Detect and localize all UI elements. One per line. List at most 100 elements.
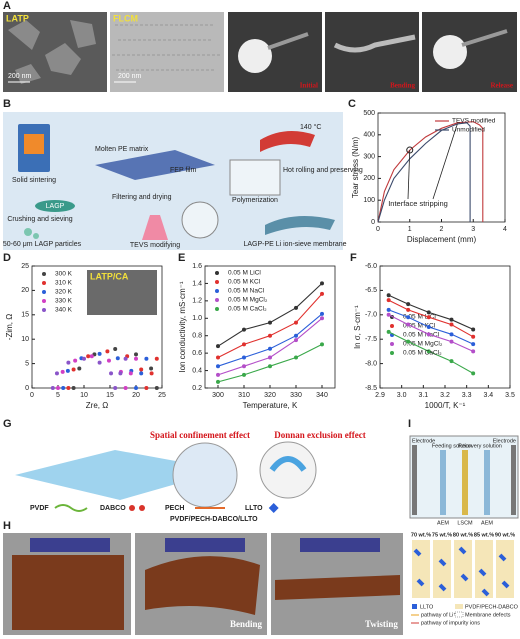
data-point — [268, 346, 272, 351]
legend-label: 340 K — [55, 307, 73, 314]
loading-label: 80 wt.% — [453, 532, 473, 538]
y-tick-label: -6.5 — [365, 287, 377, 294]
legend-label: LLTO — [245, 505, 263, 512]
legend-label: pathway of Li⁺ — [421, 611, 456, 618]
x-tick-label: 10 — [80, 392, 88, 399]
data-point — [66, 386, 71, 390]
data-point — [86, 354, 91, 359]
data-point — [268, 333, 272, 338]
legend-label: 0.05 M MgCl₂ — [403, 341, 443, 348]
data-point — [123, 386, 128, 390]
y-axis-label: Tear stress (N/m) — [351, 137, 360, 199]
y-tick-label: 15 — [21, 312, 29, 319]
y-tick-label: 10 — [21, 336, 29, 343]
y-tick-label: -6.0 — [365, 263, 377, 270]
data-point — [73, 358, 78, 363]
y-tick-label: 1.4 — [192, 280, 202, 287]
data-point — [426, 349, 431, 354]
y-tick-label: 400 — [363, 132, 375, 139]
device-label: Feeding solution — [432, 443, 472, 449]
x-axis-label: Temperature, K — [243, 401, 298, 410]
legend-marker — [215, 289, 219, 293]
x-tick-label: 1 — [408, 226, 412, 233]
y-tick-label: 0 — [371, 219, 375, 226]
data-point — [97, 351, 102, 356]
annotation: Interface stripping — [388, 199, 448, 208]
data-point — [294, 320, 298, 325]
plot-frame — [204, 265, 336, 389]
annotation-arrow — [432, 123, 458, 200]
data-point — [386, 293, 391, 298]
data-point — [406, 307, 411, 312]
device-label: Recovery solution — [458, 443, 502, 449]
loading-label: 90 wt.% — [495, 532, 515, 538]
legend-marker — [215, 298, 219, 302]
panel-b: Solid sintering LAGP Crushing and sievin… — [3, 112, 363, 250]
panel-h: Bending Twisting — [3, 533, 403, 635]
legend-marker — [215, 280, 219, 284]
panel-letter: E — [178, 252, 185, 264]
data-point — [216, 372, 220, 377]
y-tick-label: 5 — [25, 360, 29, 367]
y-tick-label: 0.6 — [192, 350, 202, 357]
effect-label: Spatial confinement effect — [150, 430, 250, 440]
device-label: AEM — [437, 520, 449, 526]
y-axis-label: ln σ, S·cm⁻¹ — [353, 305, 362, 349]
data-point — [139, 367, 144, 372]
data-point — [268, 320, 272, 325]
legend-marker — [390, 342, 394, 346]
x-tick-label: 3.3 — [462, 392, 472, 399]
effect-label: Donnan exclusion effect — [274, 430, 366, 440]
schematic-label: FEP film — [170, 167, 196, 174]
legend-label: 310 K — [55, 280, 73, 287]
sem-image — [110, 12, 224, 92]
data-point — [320, 281, 324, 286]
legend-label: PVDF/PECH-DABCO — [465, 604, 519, 610]
data-point — [123, 356, 128, 361]
data-point — [294, 305, 298, 310]
panel-letter: B — [3, 98, 11, 110]
y-tick-label: 1.2 — [192, 298, 202, 305]
x-tick-label: 3.4 — [483, 392, 493, 399]
y-tick-label: 200 — [363, 175, 375, 182]
data-point — [386, 312, 391, 317]
data-point — [109, 371, 114, 376]
panel-a: LATP FLCM 200 nm 200 nm Initial Bending … — [3, 12, 517, 92]
inset-label: LATP/CA — [90, 271, 129, 281]
data-point — [406, 302, 411, 307]
x-tick-label: 20 — [132, 392, 140, 399]
data-point — [216, 355, 220, 360]
series-line — [377, 122, 471, 223]
data-point — [216, 379, 220, 384]
photo-label: Twisting — [365, 619, 398, 629]
data-point — [154, 356, 159, 361]
legend-marker — [215, 307, 219, 311]
data-point — [294, 355, 298, 360]
data-point — [134, 386, 138, 390]
data-point — [471, 342, 476, 347]
data-point — [268, 355, 272, 360]
legend-label: Unmodified — [452, 127, 485, 134]
schematic-label: 50-60 μm LAGP particles — [3, 241, 82, 248]
plot-frame — [31, 265, 163, 389]
schematic-label: Crushing and sieving — [7, 216, 72, 223]
data-point — [66, 360, 71, 365]
legend-label: 0.05 M LiCl — [403, 314, 436, 321]
y-tick-label: 25 — [21, 263, 29, 270]
panel-letter: F — [350, 252, 357, 264]
data-point — [216, 344, 220, 349]
legend-label: 320 K — [55, 289, 73, 296]
y-tick-label: -7.5 — [365, 336, 377, 343]
data-point — [54, 371, 59, 376]
data-point — [449, 322, 454, 327]
x-axis-label: Displacement (mm) — [407, 235, 477, 244]
y-tick-label: -8.0 — [365, 360, 377, 367]
legend-marker — [42, 308, 46, 312]
y-tick-label: 0.2 — [192, 385, 202, 392]
image-label: LATP — [6, 13, 29, 23]
x-tick-label: 3.1 — [418, 392, 428, 399]
photo-label: Initial — [300, 82, 318, 90]
data-point — [294, 333, 298, 338]
x-tick-label: 0 — [376, 226, 380, 233]
legend-label: PVDF — [30, 505, 49, 512]
